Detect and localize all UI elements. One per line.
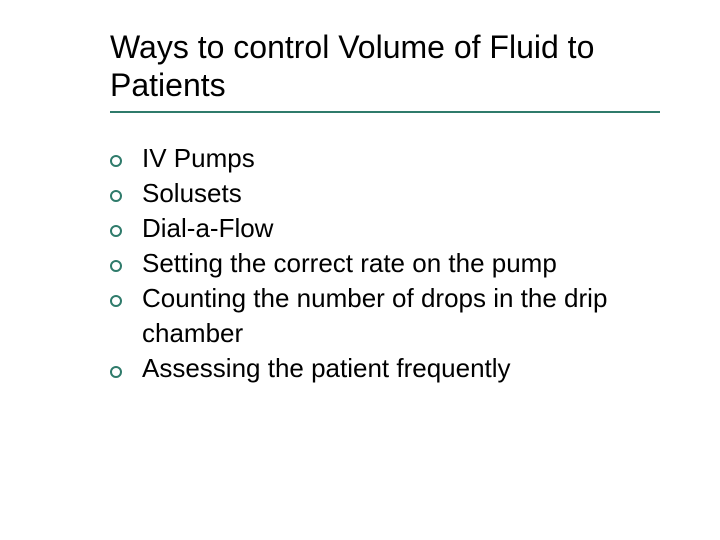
circle-bullet-icon	[110, 260, 122, 272]
bullet-list: IV Pumps Solusets Dial-a-Flow Setting th…	[110, 141, 660, 387]
circle-bullet-icon	[110, 295, 122, 307]
list-item-text: Setting the correct rate on the pump	[142, 248, 557, 278]
list-item: Counting the number of drops in the drip…	[110, 281, 660, 351]
list-item: Setting the correct rate on the pump	[110, 246, 660, 281]
circle-bullet-icon	[110, 366, 122, 378]
circle-bullet-icon	[110, 155, 122, 167]
list-item-text: IV Pumps	[142, 143, 255, 173]
list-item: IV Pumps	[110, 141, 660, 176]
list-item-text: Solusets	[142, 178, 242, 208]
list-item: Dial-a-Flow	[110, 211, 660, 246]
circle-bullet-icon	[110, 225, 122, 237]
list-item-text: Assessing the patient frequently	[142, 353, 511, 383]
list-item-text: Dial-a-Flow	[142, 213, 273, 243]
list-item-text: Counting the number of drops in the drip…	[142, 283, 607, 348]
circle-bullet-icon	[110, 190, 122, 202]
list-item: Assessing the patient frequently	[110, 351, 660, 386]
title-underline	[110, 111, 660, 113]
slide-title: Ways to control Volume of Fluid to Patie…	[110, 28, 660, 105]
list-item: Solusets	[110, 176, 660, 211]
slide: Ways to control Volume of Fluid to Patie…	[0, 0, 720, 540]
